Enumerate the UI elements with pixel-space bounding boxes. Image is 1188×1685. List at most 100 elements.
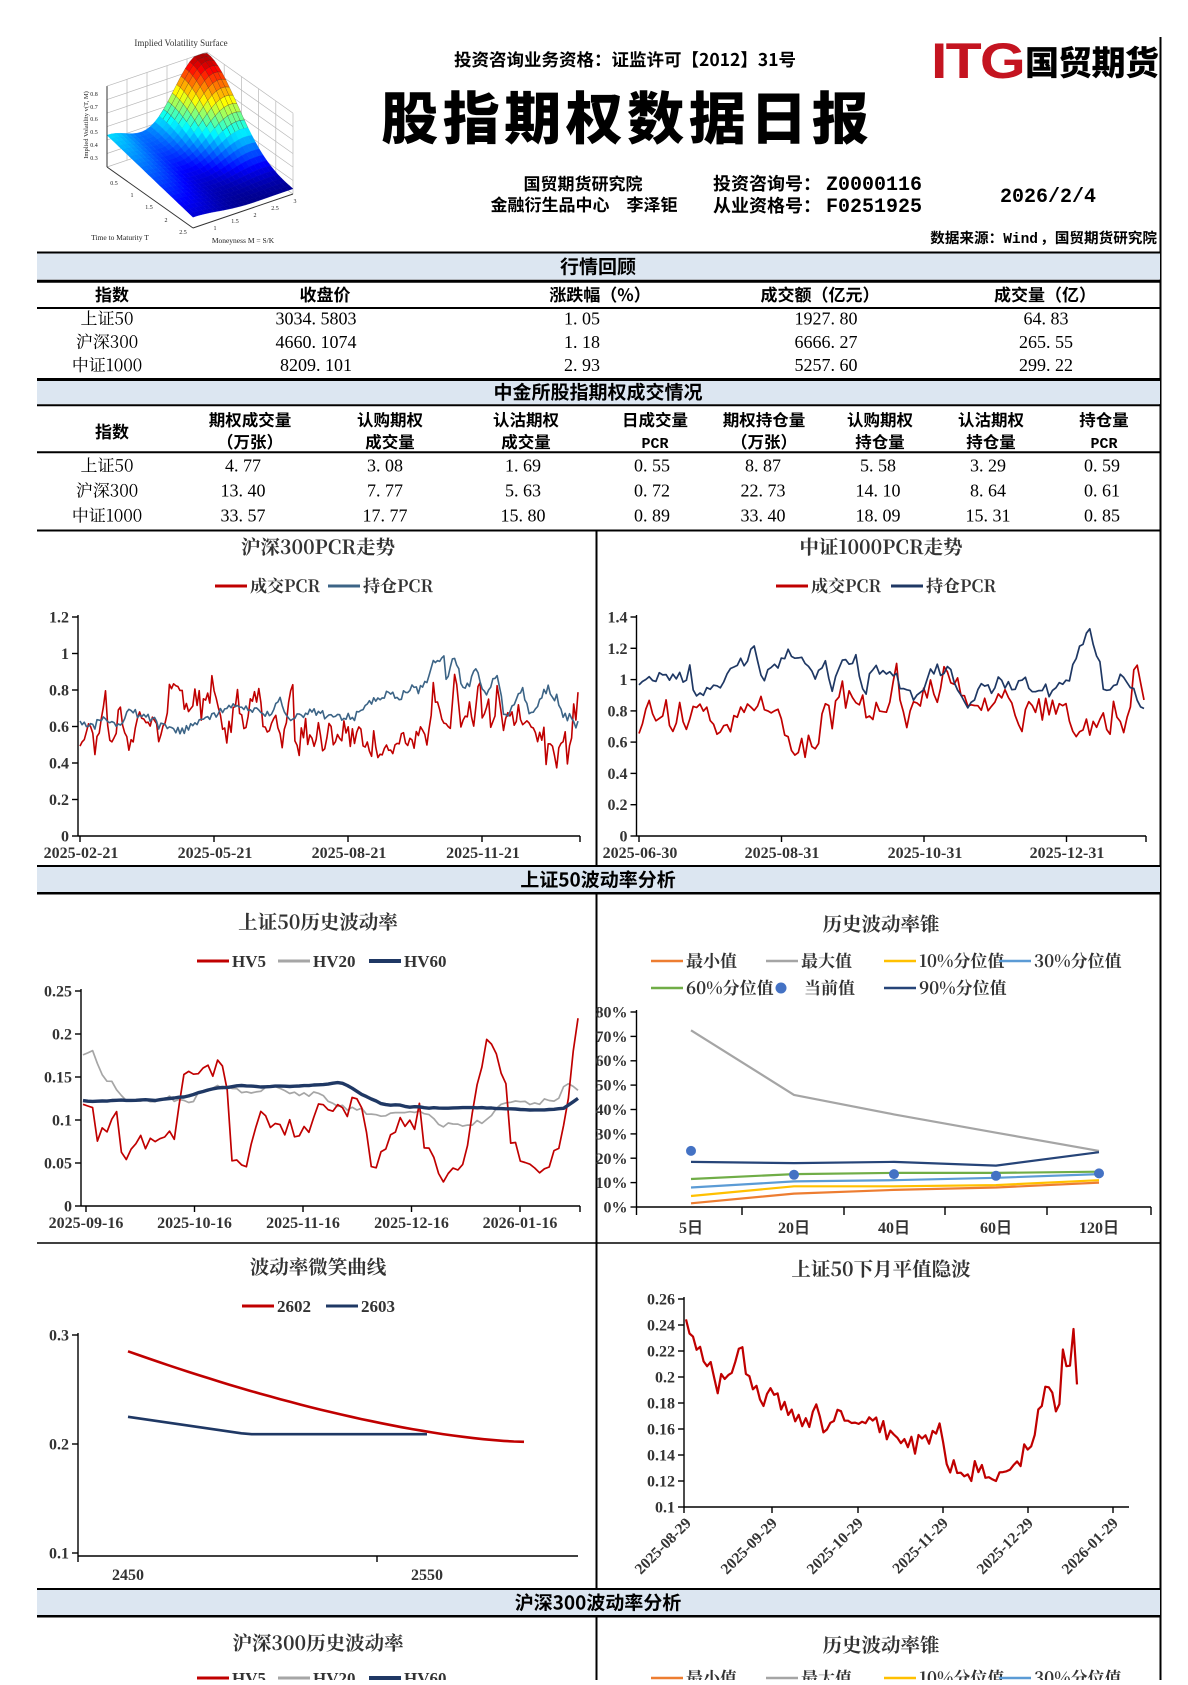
svg-text:1.2: 1.2: [49, 610, 69, 627]
svg-text:20%: 20%: [596, 1151, 628, 1168]
svg-text:1. 05: 1. 05: [564, 309, 600, 329]
svg-text:60日: 60日: [980, 1219, 1012, 1237]
svg-text:0.5: 0.5: [90, 130, 98, 136]
svg-text:0.2: 0.2: [608, 797, 628, 814]
svg-text:1.2: 1.2: [608, 641, 628, 658]
svg-text:HV60: HV60: [404, 952, 447, 971]
svg-text:F0251925: F0251925: [826, 196, 922, 219]
svg-text:0.25: 0.25: [44, 984, 72, 1001]
svg-text:33. 57: 33. 57: [221, 506, 266, 526]
svg-text:0: 0: [64, 1199, 72, 1216]
svg-text:0.4: 0.4: [608, 766, 628, 783]
svg-text:0.24: 0.24: [647, 1318, 675, 1335]
svg-text:0.1: 0.1: [655, 1500, 675, 1517]
svg-text:0.1: 0.1: [52, 1113, 72, 1130]
svg-text:13. 40: 13. 40: [221, 481, 266, 501]
svg-text:6666. 27: 6666. 27: [795, 332, 858, 352]
svg-text:299. 22: 299. 22: [1019, 355, 1073, 375]
svg-text:0.3: 0.3: [90, 156, 98, 162]
svg-text:1: 1: [214, 226, 217, 232]
svg-text:2025-10-31: 2025-10-31: [888, 845, 963, 862]
svg-text:5日: 5日: [679, 1219, 703, 1237]
svg-text:0.4: 0.4: [49, 756, 69, 773]
svg-text:3. 29: 3. 29: [970, 456, 1006, 476]
svg-text:2026-01-16: 2026-01-16: [483, 1215, 558, 1232]
svg-text:2025-11-16: 2025-11-16: [266, 1215, 340, 1232]
svg-text:1.5: 1.5: [231, 219, 239, 225]
svg-text:8. 64: 8. 64: [970, 481, 1006, 501]
svg-text:2025-05-21: 2025-05-21: [178, 845, 253, 862]
svg-text:3034. 5803: 3034. 5803: [276, 309, 357, 329]
svg-text:Z0000116: Z0000116: [826, 174, 922, 197]
svg-text:2025-10-16: 2025-10-16: [157, 1215, 232, 1232]
svg-text:5. 58: 5. 58: [860, 456, 896, 476]
svg-text:2026/2/4: 2026/2/4: [1000, 186, 1096, 209]
svg-text:2025-12-31: 2025-12-31: [1030, 845, 1105, 862]
svg-text:Time to Maturity T: Time to Maturity T: [91, 233, 149, 242]
svg-text:15. 31: 15. 31: [966, 506, 1011, 526]
svg-text:0.14: 0.14: [647, 1448, 675, 1465]
svg-text:265. 55: 265. 55: [1019, 332, 1073, 352]
svg-text:2025-08-31: 2025-08-31: [745, 845, 820, 862]
svg-text:2: 2: [165, 218, 168, 224]
svg-text:33. 40: 33. 40: [741, 506, 786, 526]
svg-text:18. 09: 18. 09: [856, 506, 901, 526]
svg-text:0.22: 0.22: [647, 1344, 675, 1361]
svg-text:0.6: 0.6: [90, 117, 98, 123]
svg-text:0.12: 0.12: [647, 1474, 675, 1491]
svg-text:Moneyness M = S/K: Moneyness M = S/K: [212, 236, 275, 245]
svg-text:HV20: HV20: [313, 1669, 356, 1680]
svg-text:70%: 70%: [596, 1029, 628, 1046]
svg-text:0.16: 0.16: [647, 1422, 675, 1439]
svg-text:2602: 2602: [277, 1297, 311, 1316]
svg-text:0.2: 0.2: [655, 1370, 675, 1387]
svg-text:30%: 30%: [596, 1126, 628, 1143]
svg-text:2025-06-30: 2025-06-30: [603, 845, 678, 862]
svg-text:Implied Volatility v(T, M): Implied Volatility v(T, M): [83, 91, 90, 159]
svg-text:64. 83: 64. 83: [1024, 309, 1069, 329]
svg-text:80%: 80%: [596, 1005, 628, 1022]
svg-text:2. 93: 2. 93: [564, 355, 600, 375]
svg-text:2603: 2603: [361, 1297, 395, 1316]
svg-text:0.05: 0.05: [44, 1156, 72, 1173]
svg-text:0.3: 0.3: [49, 1328, 69, 1345]
svg-text:15. 80: 15. 80: [501, 506, 546, 526]
svg-text:0: 0: [61, 829, 69, 846]
svg-text:1.4: 1.4: [608, 610, 628, 627]
svg-text:2025-11-21: 2025-11-21: [446, 845, 520, 862]
svg-text:60%: 60%: [596, 1053, 628, 1070]
svg-text:50%: 50%: [596, 1078, 628, 1095]
svg-text:ITG: ITG: [931, 32, 1024, 89]
svg-text:0%: 0%: [604, 1200, 628, 1217]
svg-text:2025-02-21: 2025-02-21: [44, 845, 119, 862]
svg-text:1: 1: [620, 672, 628, 689]
svg-text:5. 63: 5. 63: [505, 481, 541, 501]
svg-text:0. 59: 0. 59: [1084, 456, 1120, 476]
svg-text:120日: 120日: [1079, 1219, 1119, 1237]
svg-text:0.2: 0.2: [49, 792, 69, 809]
svg-text:1927. 80: 1927. 80: [795, 309, 858, 329]
svg-text:2025-09-16: 2025-09-16: [49, 1215, 124, 1232]
svg-text:Wind: Wind: [1003, 232, 1038, 248]
svg-text:1.5: 1.5: [145, 205, 153, 211]
svg-text:2.5: 2.5: [179, 230, 187, 236]
svg-text:PCR: PCR: [1090, 436, 1117, 453]
svg-text:8. 87: 8. 87: [745, 456, 781, 476]
svg-text:2: 2: [254, 213, 257, 219]
svg-text:2025-12-16: 2025-12-16: [374, 1215, 449, 1232]
svg-text:2450: 2450: [112, 1567, 144, 1584]
svg-text:0.18: 0.18: [647, 1396, 675, 1413]
svg-text:10%: 10%: [596, 1175, 628, 1192]
svg-text:4. 77: 4. 77: [225, 456, 261, 476]
svg-text:3. 08: 3. 08: [367, 456, 403, 476]
svg-text:0.6: 0.6: [608, 735, 628, 752]
svg-text:0.8: 0.8: [49, 683, 69, 700]
svg-text:0.2: 0.2: [49, 1437, 69, 1454]
svg-text:0. 85: 0. 85: [1084, 506, 1120, 526]
svg-text:2025-08-21: 2025-08-21: [312, 845, 387, 862]
svg-text:0.15: 0.15: [44, 1070, 72, 1087]
svg-text:8209. 101: 8209. 101: [280, 355, 352, 375]
svg-text:0. 61: 0. 61: [1084, 481, 1120, 501]
svg-text:1: 1: [61, 646, 69, 663]
svg-text:0.4: 0.4: [90, 143, 98, 149]
